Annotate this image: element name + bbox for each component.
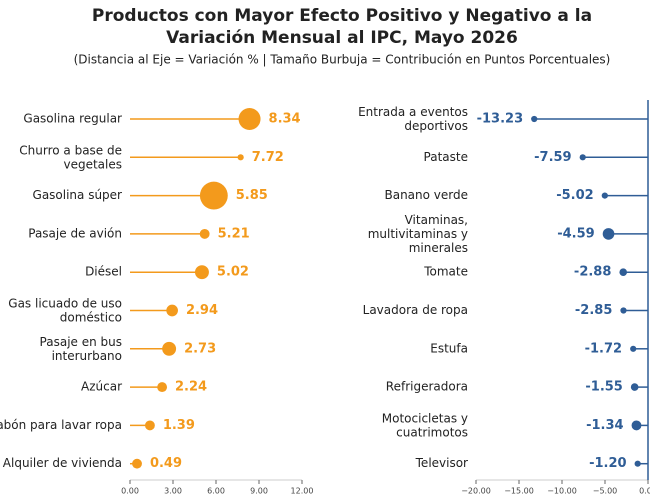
category-label: Gasolina regular [23, 112, 122, 126]
value-label: -1.34 [586, 418, 623, 433]
bubble [145, 420, 155, 431]
bubble [602, 228, 615, 240]
bubble [630, 383, 639, 391]
category-label: Alquiler de vivienda [3, 456, 122, 470]
bubble [162, 341, 177, 356]
value-label: 5.21 [218, 226, 250, 241]
bubble [579, 154, 586, 161]
category-label: Diésel [85, 265, 122, 279]
chart-title: Productos con Mayor Efecto Positivo y Ne… [92, 6, 592, 48]
category-label: Vitaminas, multivitaminas y minerales [368, 212, 468, 254]
bubble [157, 382, 168, 393]
x-tick-label: 0.00 [121, 487, 139, 496]
value-label: 8.34 [269, 112, 301, 127]
x-tick-label: 0.00 [639, 487, 650, 496]
x-tick-label: 9.00 [250, 487, 268, 496]
category-label: Pataste [424, 150, 468, 164]
value-label: 5.02 [217, 265, 249, 280]
value-label: -1.20 [589, 456, 626, 471]
category-label: Televisor [415, 456, 468, 470]
value-label: 1.39 [163, 418, 195, 433]
value-label: 2.94 [186, 303, 218, 318]
value-label: -2.88 [574, 265, 611, 280]
bubble [238, 108, 261, 130]
category-label: Pasaje en bus interurbano [40, 334, 122, 362]
x-tick-label: −20.00 [461, 487, 491, 496]
category-label: Gas licuado de uso doméstico [8, 296, 122, 324]
category-label: Estufa [430, 341, 468, 355]
x-tick-label: 6.00 [207, 487, 225, 496]
bubble [199, 181, 228, 210]
bubble [634, 460, 641, 467]
x-tick-label: −10.00 [547, 487, 577, 496]
category-label: Azúcar [81, 380, 122, 394]
value-label: 7.72 [252, 150, 284, 165]
value-label: 0.49 [150, 456, 182, 471]
x-tick-label: −5.00 [593, 487, 618, 496]
bubble [619, 268, 628, 277]
value-label: -4.59 [557, 226, 594, 241]
category-label: Churro a base de vegetales [19, 143, 122, 171]
value-label: -2.85 [575, 303, 612, 318]
value-label: -1.72 [585, 341, 622, 356]
category-label: Gasolina súper [33, 188, 123, 202]
value-label: 2.73 [184, 341, 216, 356]
bubble [166, 304, 178, 317]
category-label: Jabón para lavar ropa [0, 418, 122, 432]
value-label: -13.23 [477, 112, 524, 127]
category-label: Lavadora de ropa [363, 303, 468, 317]
chart-subtitle: (Distancia al Eje = Variación % | Tamaño… [74, 53, 611, 67]
value-label: -5.02 [556, 188, 593, 203]
value-label: -7.59 [534, 150, 571, 165]
bubble [531, 115, 538, 123]
category-label: Tomate [423, 265, 468, 279]
bubble [601, 192, 608, 199]
category-label: Pasaje de avión [28, 226, 122, 240]
bubble [237, 154, 244, 161]
bubble [194, 265, 209, 280]
bubble [132, 458, 142, 469]
x-tick-label: 12.00 [291, 487, 314, 496]
bubble [631, 420, 642, 431]
category-label: Entrada a eventos deportivos [358, 105, 468, 133]
value-label: -1.55 [585, 380, 622, 395]
bubble [620, 307, 627, 314]
value-label: 5.85 [236, 188, 268, 203]
category-label: Refrigeradora [386, 380, 468, 394]
bubble [630, 345, 637, 352]
bubble [199, 228, 210, 239]
x-tick-label: −15.00 [504, 487, 534, 496]
x-tick-label: 3.00 [164, 487, 182, 496]
category-label: Motocicletas y cuatrimotos [382, 411, 468, 439]
value-label: 2.24 [175, 380, 207, 395]
category-label: Banano verde [384, 188, 468, 202]
